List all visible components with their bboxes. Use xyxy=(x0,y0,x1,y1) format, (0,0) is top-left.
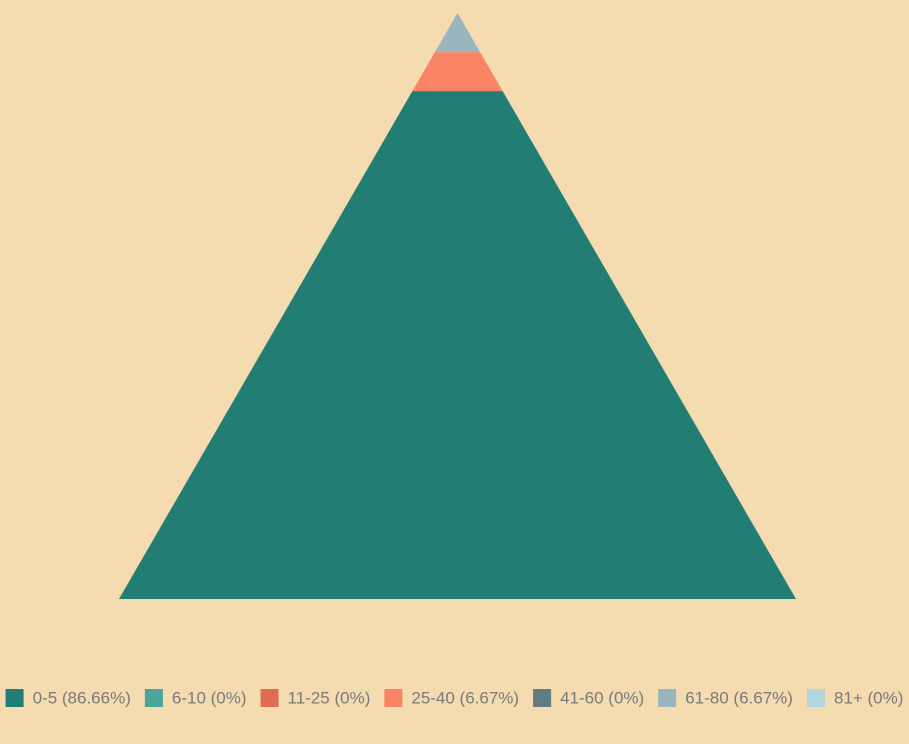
legend-swatch xyxy=(5,689,24,707)
pyramid-segment xyxy=(119,91,796,600)
legend-swatch xyxy=(384,689,403,707)
legend-label: 81+ (0%) xyxy=(834,688,903,707)
legend-swatch xyxy=(260,689,279,707)
legend-swatch xyxy=(533,689,552,707)
legend-label: 11-25 (0%) xyxy=(288,688,371,707)
legend-label: 25-40 (6.67%) xyxy=(411,688,519,707)
pyramid-segment xyxy=(412,52,503,92)
legend-label: 0-5 (86.66%) xyxy=(33,688,131,707)
legend-label: 6-10 (0%) xyxy=(172,688,247,707)
pyramid-segment xyxy=(434,13,481,53)
legend-swatch xyxy=(144,689,163,707)
legend-label: 41-60 (0%) xyxy=(560,688,644,707)
legend-swatch xyxy=(806,689,825,707)
legend-swatch xyxy=(658,689,677,707)
legend-label: 61-80 (6.67%) xyxy=(685,688,793,707)
